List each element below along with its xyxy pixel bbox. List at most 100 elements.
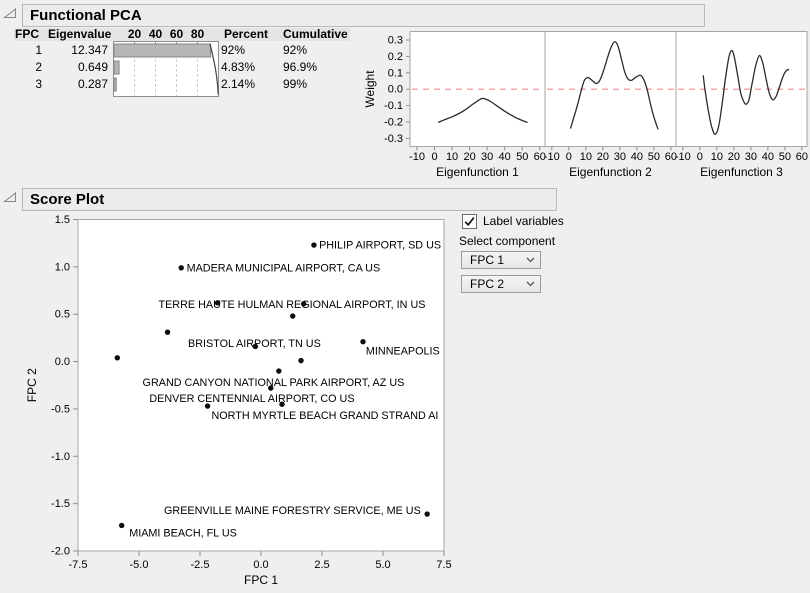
x-tick-label: 10 — [580, 151, 592, 163]
eigenvalue-table-row[interactable]: 2 0.649 4.83% 96.9% — [0, 59, 360, 76]
x-tick-label: -10 — [409, 151, 425, 163]
point-label: TERRE HAUTE HULMAN REGIONAL AIRPORT, IN … — [158, 299, 425, 311]
score-plot-frame — [77, 219, 445, 552]
score-point[interactable] — [311, 242, 317, 248]
x-tick-label: 60 — [665, 151, 677, 163]
score-point[interactable] — [276, 368, 282, 374]
cumulative-curve — [209, 43, 219, 95]
point-label: DENVER CENTENNIAL AIRPORT, CO US — [149, 393, 354, 405]
y-tick-label: -1.5 — [51, 498, 70, 510]
column-header-fpc: FPC — [15, 27, 39, 41]
x-tick-label: 60 — [534, 151, 546, 163]
point-label: MIAMI BEACH, FL US — [129, 528, 237, 540]
x-tick-label: 10 — [446, 151, 458, 163]
score-point[interactable] — [252, 343, 259, 350]
x-tick-label: 10 — [711, 151, 723, 163]
cumulative-cell: 96.9% — [283, 60, 318, 74]
x-axis-title: FPC 1 — [244, 573, 278, 587]
fpc-cell: 3 — [35, 77, 42, 91]
disclosure-triangle-functional-pca[interactable] — [3, 8, 17, 19]
x-tick-label: 50 — [648, 151, 660, 163]
percent-cell: 2.14% — [221, 77, 256, 91]
fpc-cell: 2 — [35, 60, 42, 74]
eigenvalue-table-row[interactable]: 3 0.287 2.14% 99% — [0, 76, 360, 93]
eigenvalue-cell: 12.347 — [71, 43, 108, 57]
component-2-value: FPC 2 — [470, 277, 505, 291]
y-tick-label: -0.1 — [384, 100, 403, 112]
cumulative-cell: 99% — [283, 77, 308, 91]
score-point[interactable] — [178, 265, 184, 271]
x-tick-label: 30 — [745, 151, 757, 163]
score-point[interactable] — [424, 511, 430, 517]
component-1-dropdown[interactable]: FPC 1 — [461, 251, 541, 269]
percent-cell: 4.83% — [221, 60, 256, 74]
y-tick-label: 0.0 — [55, 356, 70, 368]
x-tick-label: 0.0 — [253, 559, 268, 571]
x-tick-label: 20 — [463, 151, 475, 163]
eigenfunction-curve — [437, 97, 528, 124]
score-point[interactable] — [114, 355, 120, 361]
x-tick-label: 40 — [631, 151, 643, 163]
x-tick-label: 50 — [516, 151, 528, 163]
eigenvalue-bar — [113, 60, 120, 75]
x-tick-label: 2.5 — [314, 559, 329, 571]
bar-axis-tick: 60 — [170, 28, 184, 41]
panel-axis-title: Eigenfunction 2 — [569, 165, 652, 179]
eigenvalue-bar-chart: 20 40 60 80 — [113, 28, 219, 97]
chevron-down-icon — [526, 257, 535, 263]
score-plot-header[interactable]: Score Plot — [22, 188, 557, 211]
score-point[interactable] — [164, 329, 171, 335]
eigenfunction-panel — [544, 31, 677, 147]
score-point[interactable] — [290, 313, 296, 319]
functional-pca-header[interactable]: Functional PCA — [22, 4, 705, 27]
panel-axis-title: Eigenfunction 1 — [436, 165, 519, 179]
eigenvalue-cell: 0.649 — [77, 60, 108, 74]
eigenvalue-table-header — [14, 28, 350, 41]
component-2-dropdown[interactable]: FPC 2 — [461, 275, 541, 293]
y-axis-title: Weight — [365, 70, 377, 108]
point-label: PHILIP AIRPORT, SD US — [319, 240, 441, 252]
y-tick-label: -0.2 — [384, 117, 403, 129]
score-point[interactable] — [268, 385, 274, 391]
score-point[interactable] — [204, 403, 211, 409]
x-tick-label: 20 — [597, 151, 609, 163]
x-tick-label: 60 — [796, 151, 808, 163]
disclosure-triangle-score-plot[interactable] — [3, 192, 17, 203]
score-point[interactable] — [298, 357, 304, 364]
point-label: NORTH MYRTLE BEACH GRAND STRAND AI — [211, 410, 438, 422]
select-component-label: Select component — [459, 234, 556, 248]
eigenvalue-table-row[interactable]: 1 12.347 92% 92% — [0, 42, 360, 59]
label-variables-checkbox[interactable] — [462, 214, 477, 229]
point-label: MINNEAPOLIS — [366, 346, 440, 358]
score-point[interactable] — [301, 301, 307, 307]
x-tick-label: 0 — [697, 151, 703, 163]
y-tick-label: -0.5 — [51, 403, 70, 415]
y-tick-label: 0.1 — [388, 67, 403, 79]
score-point[interactable] — [279, 401, 285, 407]
x-tick-label: 5.0 — [375, 559, 390, 571]
score-point[interactable] — [360, 338, 366, 345]
score-plot-chart: 1.5 1.0 0.5 0.0 -0.5 -1.0 -1.5 -2.0-7.5 -5.0 -2.5… — [25, 214, 452, 587]
eigenfunction-plots: 0.3 0.2 0.1 0.0 -0.1 -0.2 -0.3 Weight -10 0 10 20 30… — [365, 31, 808, 179]
y-tick-label: 0.0 — [388, 84, 403, 96]
y-tick-label: -0.3 — [384, 133, 403, 145]
column-header-eigenvalue: Eigenvalue — [48, 27, 112, 41]
x-tick-label: 0 — [431, 151, 437, 163]
score-point[interactable] — [118, 522, 125, 529]
cumulative-cell: 92% — [283, 43, 308, 57]
x-tick-label: 50 — [779, 151, 791, 163]
eigenvalue-bar — [113, 77, 117, 92]
bar-axis-tick: 80 — [191, 28, 205, 41]
x-tick-label: -10 — [544, 151, 560, 163]
point-label: MADERA MUNICIPAL AIRPORT, CA US — [187, 262, 381, 274]
score-point[interactable] — [214, 300, 221, 306]
y-tick-label: 1.0 — [55, 261, 70, 273]
y-tick-label: 0.5 — [55, 309, 70, 321]
y-tick-label: 1.5 — [55, 214, 70, 226]
y-tick-label: -1.0 — [51, 451, 70, 463]
x-tick-label: 0 — [566, 151, 572, 163]
component-1-value: FPC 1 — [470, 253, 505, 267]
point-label: GRAND CANYON NATIONAL PARK AIRPORT, AZ U… — [143, 377, 405, 389]
y-tick-label: 0.3 — [388, 35, 403, 47]
